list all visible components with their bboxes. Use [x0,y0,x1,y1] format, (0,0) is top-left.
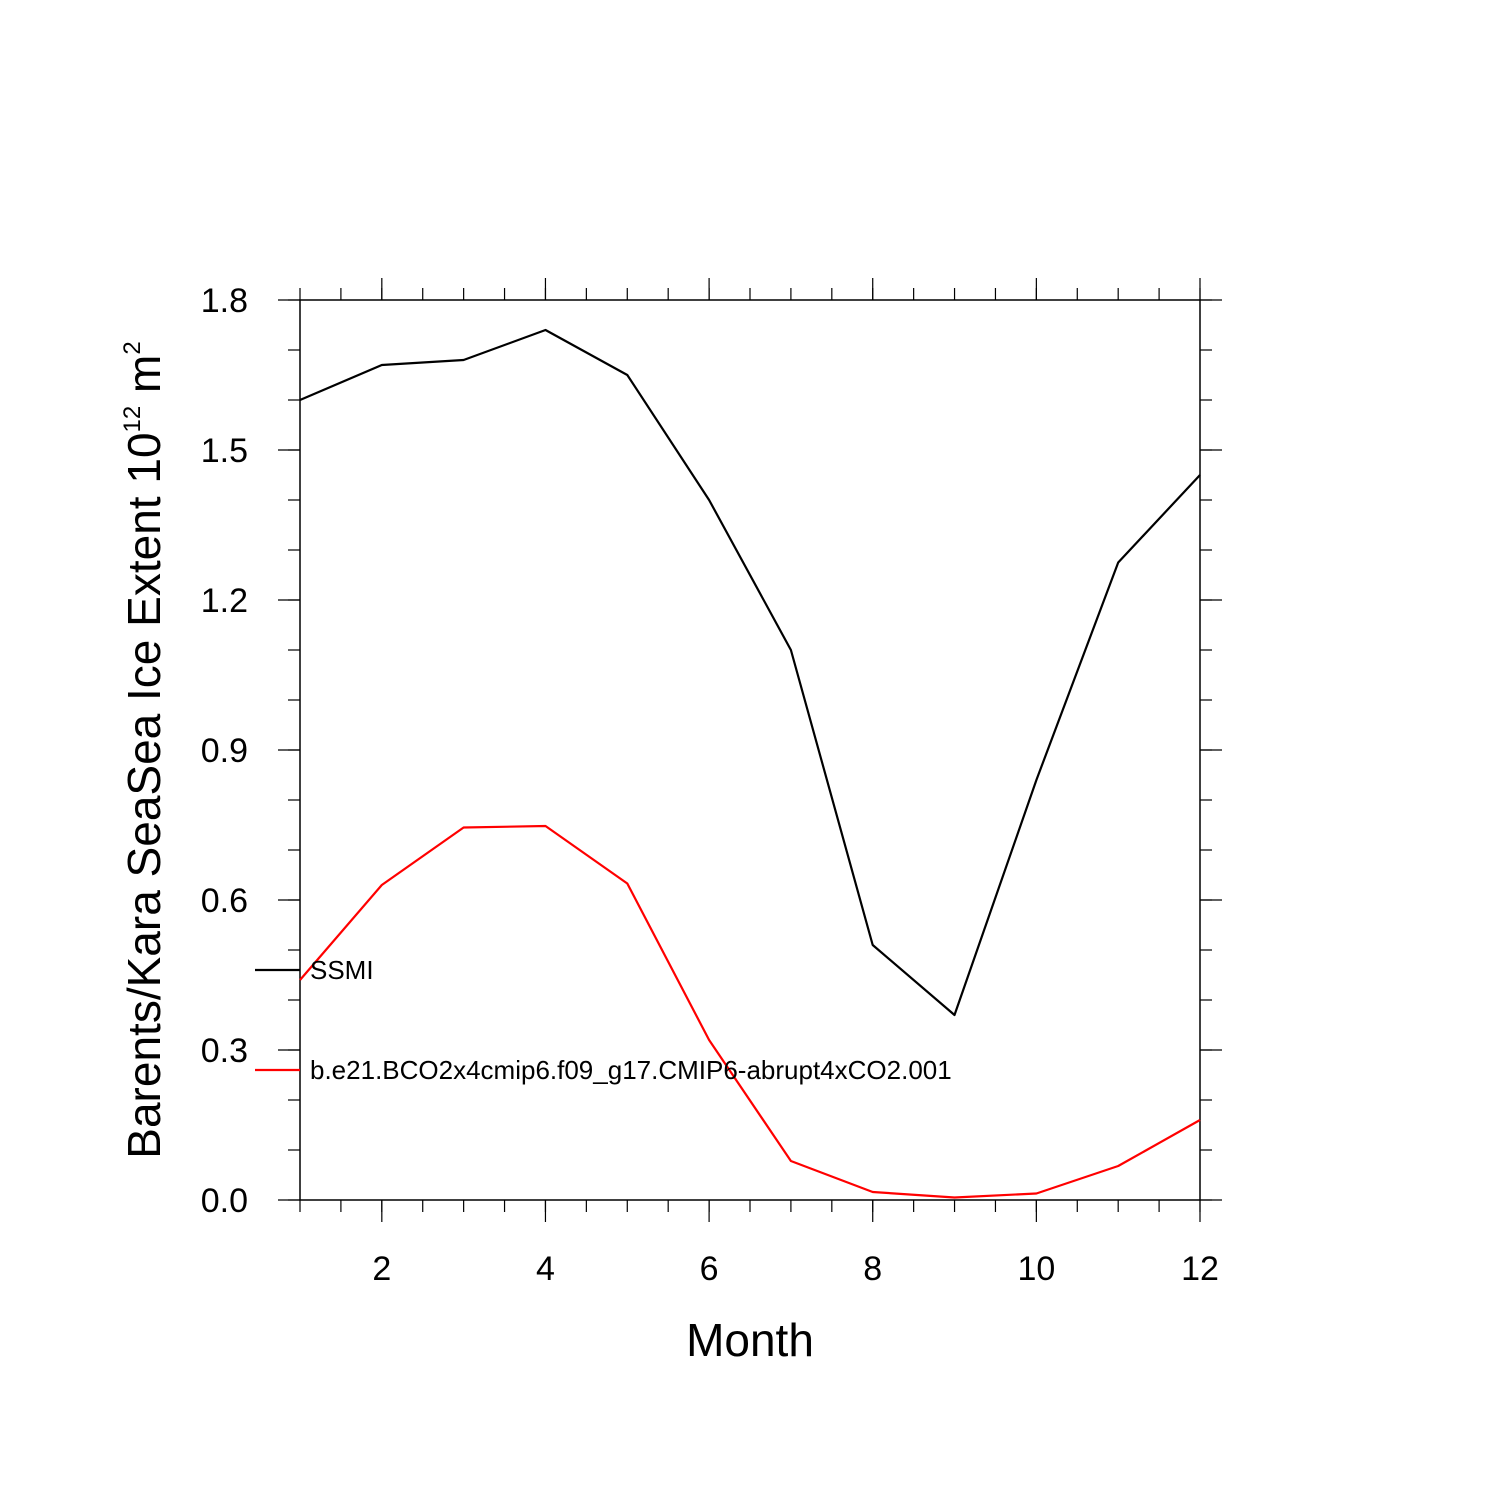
y-tick-label: 0.9 [201,732,248,770]
y-tick-label: 1.2 [201,582,248,620]
legend-label: b.e21.BCO2x4cmip6.f09_g17.CMIP6-abrupt4x… [310,1055,952,1085]
series-line-1 [299,328,1201,1017]
legend-label: SSMI [310,955,374,985]
y-tick-label: 1.8 [201,282,248,320]
x-tick-label: 12 [1181,1250,1219,1288]
series-lines [299,328,1201,1199]
x-tick-label: 4 [536,1250,555,1288]
y-tick-label: 0.3 [201,1032,248,1070]
y-axis-title-unit-exponent: 2 [119,341,146,354]
y-tick-label: 0.0 [201,1182,248,1220]
x-tick-label: 10 [1017,1250,1055,1288]
x-tick-label: 2 [372,1250,391,1288]
axis-ticks: 2 4 6 8 10 12 0.0 0.3 0.6 0.9 1.2 1.5 1.8 [201,278,1222,1288]
y-axis-title-unit: m [118,355,170,406]
series-line-2 [299,824,1201,1199]
x-tick-label: 6 [700,1250,719,1288]
y-axis-title: Barents/Kara SeaSea Ice Extent 1012 m2 [118,341,170,1158]
y-tick-label: 0.6 [201,882,248,920]
x-tick-label: 8 [863,1250,882,1288]
y-axis-title-main: Barents/Kara SeaSea Ice Extent 10 [118,432,170,1158]
legend: SSMI b.e21.BCO2x4cmip6.f09_g17.CMIP6-abru… [255,955,952,1085]
y-axis-title-exponent: 12 [119,406,146,433]
y-tick-label: 1.5 [201,432,248,470]
x-axis-title: Month [686,1314,814,1366]
